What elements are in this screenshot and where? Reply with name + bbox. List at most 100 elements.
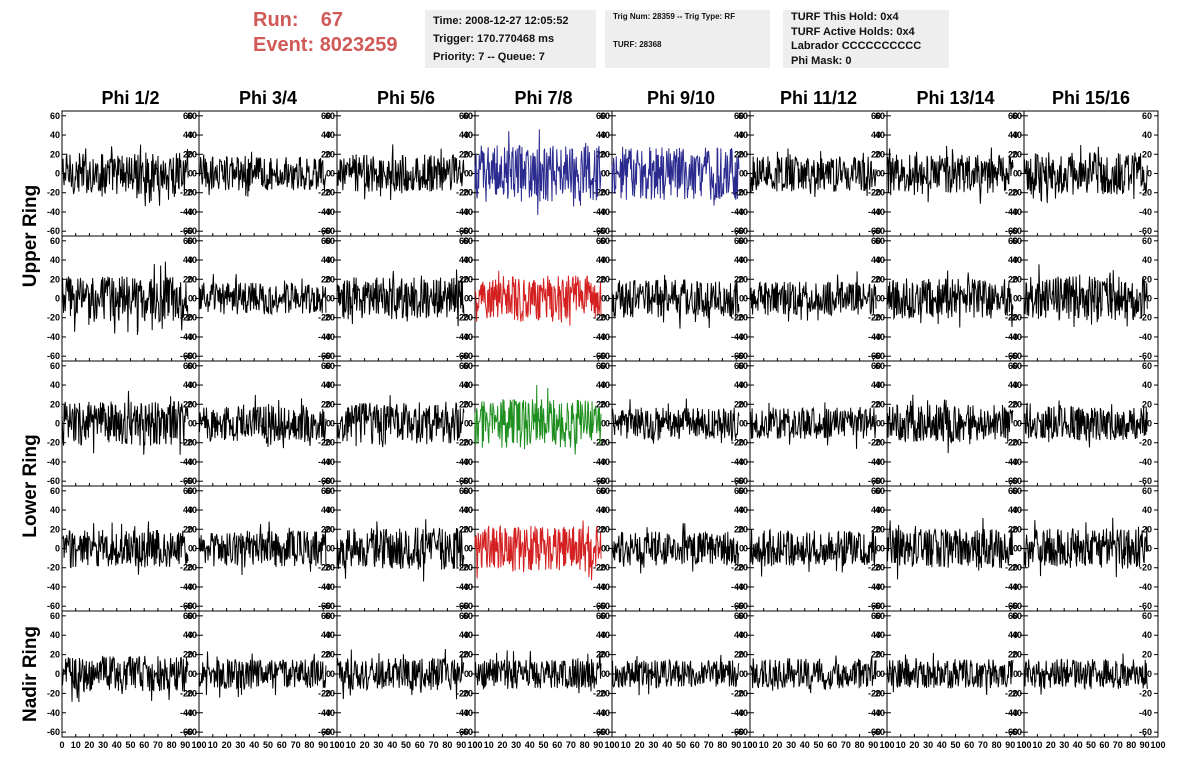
y-tick-label-left-r5-c7: -60 — [872, 727, 885, 737]
y-tick-label-right-r2-c4: 20 — [596, 274, 606, 284]
x-tick-label-c7: 100 — [1016, 740, 1031, 750]
y-tick-label-right-r2-c4: 40 — [596, 255, 606, 265]
y-tick-label-left-r3-c7: -40 — [872, 457, 885, 467]
y-tick-label-left-r1-c5: -20 — [597, 188, 610, 198]
y-tick-label-right-r5-c4: -20 — [593, 688, 606, 698]
waveform-r3-c1 — [61, 390, 189, 455]
y-tick-label-left-r4-c4: 20 — [463, 524, 473, 534]
y-tick-label-right-r4-c7: 40 — [1008, 505, 1018, 515]
y-tick-label-right-r1-c5: 60 — [734, 111, 744, 121]
y-tick-label-right-r5-c8: 20 — [1142, 650, 1152, 660]
y-tick-label-left-r1-c7: -40 — [872, 207, 885, 217]
x-tick-label-c2: 10 — [208, 740, 218, 750]
y-tick-label-left-r3-c8: -20 — [1009, 438, 1022, 448]
x-tick-label-c3: 90 — [456, 740, 466, 750]
y-tick-label-right-r2-c8: -40 — [1139, 332, 1152, 342]
y-tick-label-right-r1-c8: 20 — [1142, 149, 1152, 159]
y-tick-label-left-r1-c1: 60 — [50, 111, 60, 121]
y-tick-label-right-r2-c7: -60 — [1005, 351, 1018, 361]
phi-mask-line: Phi Mask: 0 — [791, 54, 852, 67]
y-tick-label-left-r1-c8: 40 — [1012, 130, 1022, 140]
y-tick-label-left-r1-c7: -60 — [872, 226, 885, 236]
y-tick-label-right-r2-c3: 40 — [459, 255, 469, 265]
y-tick-label-right-r5-c3: -60 — [456, 727, 469, 737]
y-tick-label-right-r2-c1: -20 — [180, 313, 193, 323]
x-tick-label-c8: 100 — [1150, 740, 1165, 750]
waveform-r1-c1 — [61, 144, 189, 207]
y-tick-label-left-r3-c3: 40 — [325, 380, 335, 390]
y-tick-label-left-r2-c6: -20 — [735, 313, 748, 323]
y-tick-label-right-r4-c4: -20 — [593, 563, 606, 573]
y-tick-label-right-r1-c2: 20 — [321, 149, 331, 159]
y-tick-label-right-r4-c4: 60 — [596, 486, 606, 496]
y-tick-label-left-r1-c6: -40 — [735, 207, 748, 217]
waveform-r3-c8 — [1023, 400, 1148, 448]
y-tick-label-right-r4-c3: 20 — [459, 524, 469, 534]
x-tick-label-c2: 50 — [263, 740, 273, 750]
y-tick-label-right-r4-c7: 0 — [1013, 544, 1018, 554]
y-tick-label-right-r3-c8: 60 — [1142, 361, 1152, 371]
y-tick-label-left-r5-c8: -20 — [1009, 688, 1022, 698]
y-tick-label-left-r2-c6: 0 — [743, 294, 748, 304]
y-tick-label-left-r5-c6: 60 — [738, 611, 748, 621]
y-tick-label-right-r4-c6: 0 — [876, 544, 881, 554]
x-tick-label-c5: 50 — [676, 740, 686, 750]
x-tick-label-c4: 10 — [484, 740, 494, 750]
waveform-r5-c8 — [1023, 653, 1148, 695]
y-tick-label-left-r1-c4: 0 — [468, 169, 473, 179]
y-tick-label-left-r5-c2: -40 — [184, 708, 197, 718]
y-tick-label-left-r4-c5: 0 — [605, 544, 610, 554]
y-tick-label-right-r1-c1: 40 — [183, 130, 193, 140]
y-tick-label-right-r1-c3: 40 — [459, 130, 469, 140]
y-tick-label-left-r5-c8: 40 — [1012, 630, 1022, 640]
y-tick-label-right-r3-c4: 20 — [596, 399, 606, 409]
y-tick-label-left-r5-c1: 40 — [50, 630, 60, 640]
y-tick-label-left-r2-c2: -40 — [184, 332, 197, 342]
waveform-r5-c6 — [749, 655, 877, 694]
run-value: 67 — [320, 9, 344, 31]
waveform-r1-c3 — [336, 144, 465, 201]
y-tick-label-right-r5-c6: 20 — [871, 650, 881, 660]
y-tick-label-right-r4-c8: 40 — [1142, 505, 1152, 515]
y-tick-label-right-r2-c7: -40 — [1005, 332, 1018, 342]
y-tick-label-right-r1-c4: -40 — [593, 207, 606, 217]
y-tick-label-right-r1-c4: 20 — [596, 149, 606, 159]
x-tick-label-c6: 60 — [827, 740, 837, 750]
y-tick-label-left-r4-c1: 0 — [55, 544, 60, 554]
x-tick-label-c4: 90 — [593, 740, 603, 750]
y-tick-label-right-r4-c6: 60 — [871, 486, 881, 496]
x-tick-label-c1: 80 — [167, 740, 177, 750]
y-tick-label-left-r2-c7: 0 — [880, 294, 885, 304]
y-tick-label-left-r4-c2: 20 — [187, 524, 197, 534]
x-tick-label-c7: 40 — [937, 740, 947, 750]
x-tick-label-c1: 60 — [139, 740, 149, 750]
y-tick-label-right-r4-c8: -20 — [1139, 563, 1152, 573]
y-tick-label-right-r1-c8: -40 — [1139, 207, 1152, 217]
y-tick-label-right-r4-c1: -60 — [180, 601, 193, 611]
y-tick-label-right-r5-c5: 40 — [734, 630, 744, 640]
y-tick-label-left-r2-c7: 40 — [875, 255, 885, 265]
y-tick-label-left-r3-c2: 20 — [187, 399, 197, 409]
waveform-r4-c2 — [198, 521, 327, 576]
y-tick-label-left-r2-c1: -20 — [47, 313, 60, 323]
y-tick-label-right-r3-c6: 40 — [871, 380, 881, 390]
x-tick-label-c4: 80 — [580, 740, 590, 750]
y-tick-label-right-r2-c8: -20 — [1139, 313, 1152, 323]
y-tick-label-right-r4-c3: -20 — [456, 563, 469, 573]
y-tick-label-right-r5-c5: 20 — [734, 650, 744, 660]
waveform-r5-c7 — [886, 652, 1014, 695]
y-tick-label-left-r3-c2: -40 — [184, 457, 197, 467]
waveform-r1-c5 — [611, 146, 740, 206]
y-tick-label-left-r3-c5: 40 — [600, 380, 610, 390]
run-label: Run: — [253, 9, 299, 31]
y-tick-label-right-r2-c6: 0 — [876, 294, 881, 304]
y-tick-label-right-r2-c6: 20 — [871, 274, 881, 284]
event-value: 8023259 — [319, 34, 398, 56]
y-tick-label-left-r1-c7: 40 — [875, 130, 885, 140]
y-tick-label-right-r5-c5: -20 — [731, 688, 744, 698]
y-tick-label-left-r4-c7: -20 — [872, 563, 885, 573]
y-tick-label-right-r2-c2: -20 — [318, 313, 331, 323]
x-tick-label-c5: 70 — [704, 740, 714, 750]
y-tick-label-right-r2-c3: -60 — [456, 351, 469, 361]
x-tick-label-c3: 30 — [373, 740, 383, 750]
